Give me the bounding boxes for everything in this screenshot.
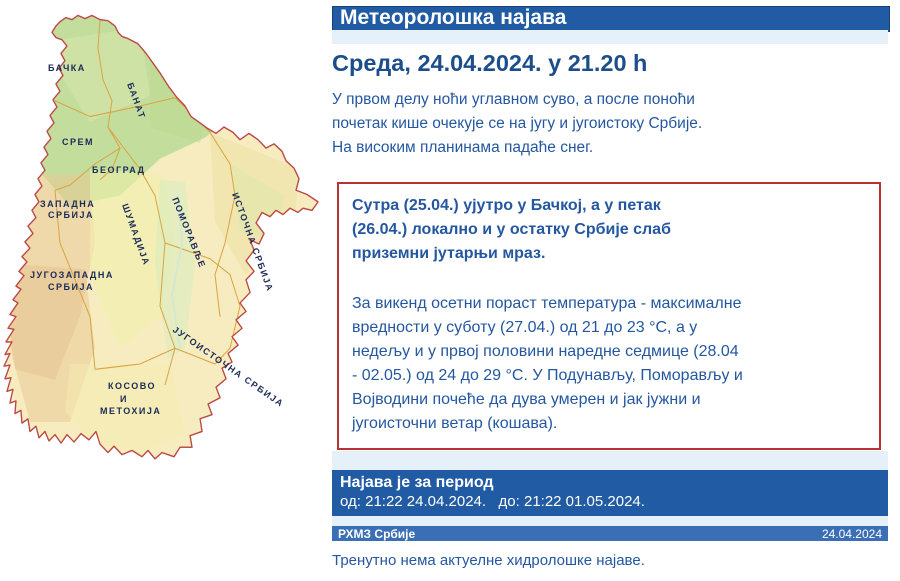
svg-text:БАЧКА: БАЧКА xyxy=(48,63,86,73)
svg-text:СРБИЈА: СРБИЈА xyxy=(48,282,94,292)
svg-text:ЗАПАДНА: ЗАПАДНА xyxy=(40,199,95,209)
svg-text:КОСОВО: КОСОВО xyxy=(108,381,156,391)
svg-text:ЈУГОЗАПАДНА: ЈУГОЗАПАДНА xyxy=(30,270,114,280)
svg-text:БЕОГРАД: БЕОГРАД xyxy=(92,165,146,175)
svg-text:И: И xyxy=(120,394,128,404)
svg-text:СРЕМ: СРЕМ xyxy=(62,137,94,147)
svg-text:МЕТОХИЈА: МЕТОХИЈА xyxy=(100,406,161,416)
svg-text:СРБИЈА: СРБИЈА xyxy=(48,210,94,220)
